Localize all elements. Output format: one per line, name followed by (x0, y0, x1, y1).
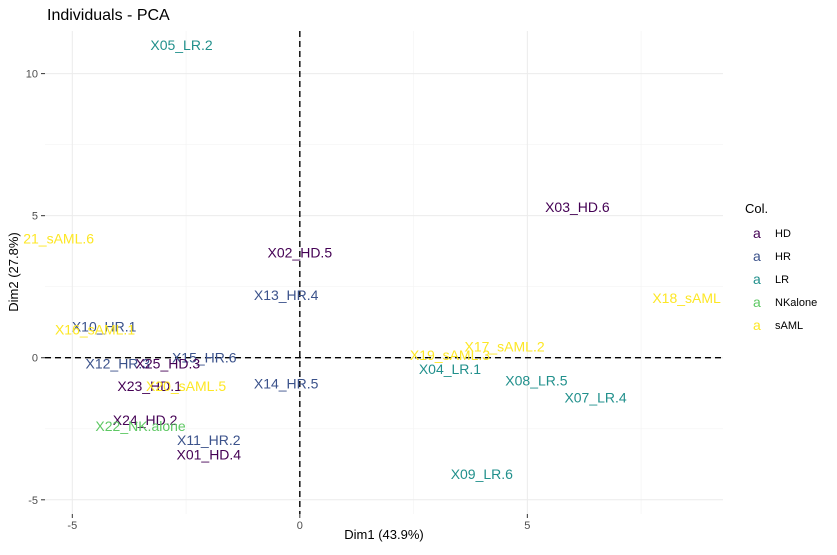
point-label: X20_sAML.5 (146, 378, 226, 394)
legend-title: Col. (745, 201, 768, 216)
point-label: X02_HD.5 (268, 245, 333, 261)
plot-area: X05_LR.2 X03_HD.6 21_sAML.6 X02_HD.5 X13_HR.… (23, 31, 723, 514)
point-label: X11_HR.2 (177, 432, 241, 448)
point-label: X08_LR.5 (505, 372, 567, 388)
reference-lines (45, 31, 723, 514)
point-label: X12_HR.3 (86, 355, 151, 371)
legend-key-glyph: a (753, 248, 761, 264)
point-label: X05_LR.2 (150, 37, 212, 53)
plot-background (45, 31, 723, 514)
point-label: X15_HR.6 (172, 350, 237, 366)
legend-key-glyph: a (753, 294, 761, 310)
y-axis-label: Dim2 (27.8%) (6, 232, 21, 311)
point-label: X01_HD.4 (177, 446, 242, 462)
legend-entry-label: NKalone (775, 297, 817, 309)
point-label: X04_LR.1 (419, 361, 481, 377)
point-label: X16_sAML.1 (55, 321, 135, 337)
point-labels: X05_LR.2 X03_HD.6 21_sAML.6 X02_HD.5 X13_HR.… (23, 37, 721, 482)
point-label: 21_sAML.6 (23, 230, 94, 246)
point-label: X18_sAML (652, 290, 721, 306)
y-tick-label: 10 (26, 69, 38, 81)
x-tick-label: 5 (524, 520, 530, 532)
legend: Col. a HD a HR a LR a NKalone a sAML (745, 201, 817, 333)
legend-key-glyph: a (753, 317, 761, 333)
y-tick-label: 0 (32, 353, 38, 365)
point-label: X19_sAML.3 (410, 347, 490, 363)
legend-entry-label: sAML (775, 320, 803, 332)
point-label: X22_NK.alone (95, 418, 186, 434)
point-label: X25_HD.3 (136, 355, 201, 371)
y-tick-label: 5 (32, 211, 38, 223)
x-axis: -5 0 5 (67, 514, 530, 532)
x-tick-label: -5 (67, 520, 77, 532)
legend-key-glyph: a (753, 225, 761, 241)
point-label: X03_HD.6 (545, 199, 610, 215)
point-label: X09_LR.6 (451, 466, 513, 482)
y-axis: -5 0 5 10 (26, 69, 45, 507)
x-tick-label: 0 (297, 520, 303, 532)
legend-entry-label: HD (775, 228, 791, 240)
point-label: X14_HR.5 (254, 375, 319, 391)
point-label: X24_HD.2 (113, 412, 178, 428)
point-label: X17_sAML.2 (464, 338, 544, 354)
point-label: X13_HR.4 (254, 287, 319, 303)
point-label: X10_HR.1 (72, 318, 137, 334)
legend-entry-label: HR (775, 251, 791, 263)
legend-items: a HD a HR a LR a NKalone a sAML (753, 225, 817, 333)
y-tick-label: -5 (28, 495, 38, 507)
legend-entry-label: LR (775, 274, 789, 286)
grid-minor (45, 31, 723, 514)
chart-title: Individuals - PCA (47, 7, 170, 24)
x-axis-label: Dim1 (43.9%) (344, 527, 423, 542)
point-label: X07_LR.4 (564, 390, 626, 406)
legend-key-glyph: a (753, 271, 761, 287)
point-label: X23_HD.1 (117, 378, 182, 394)
